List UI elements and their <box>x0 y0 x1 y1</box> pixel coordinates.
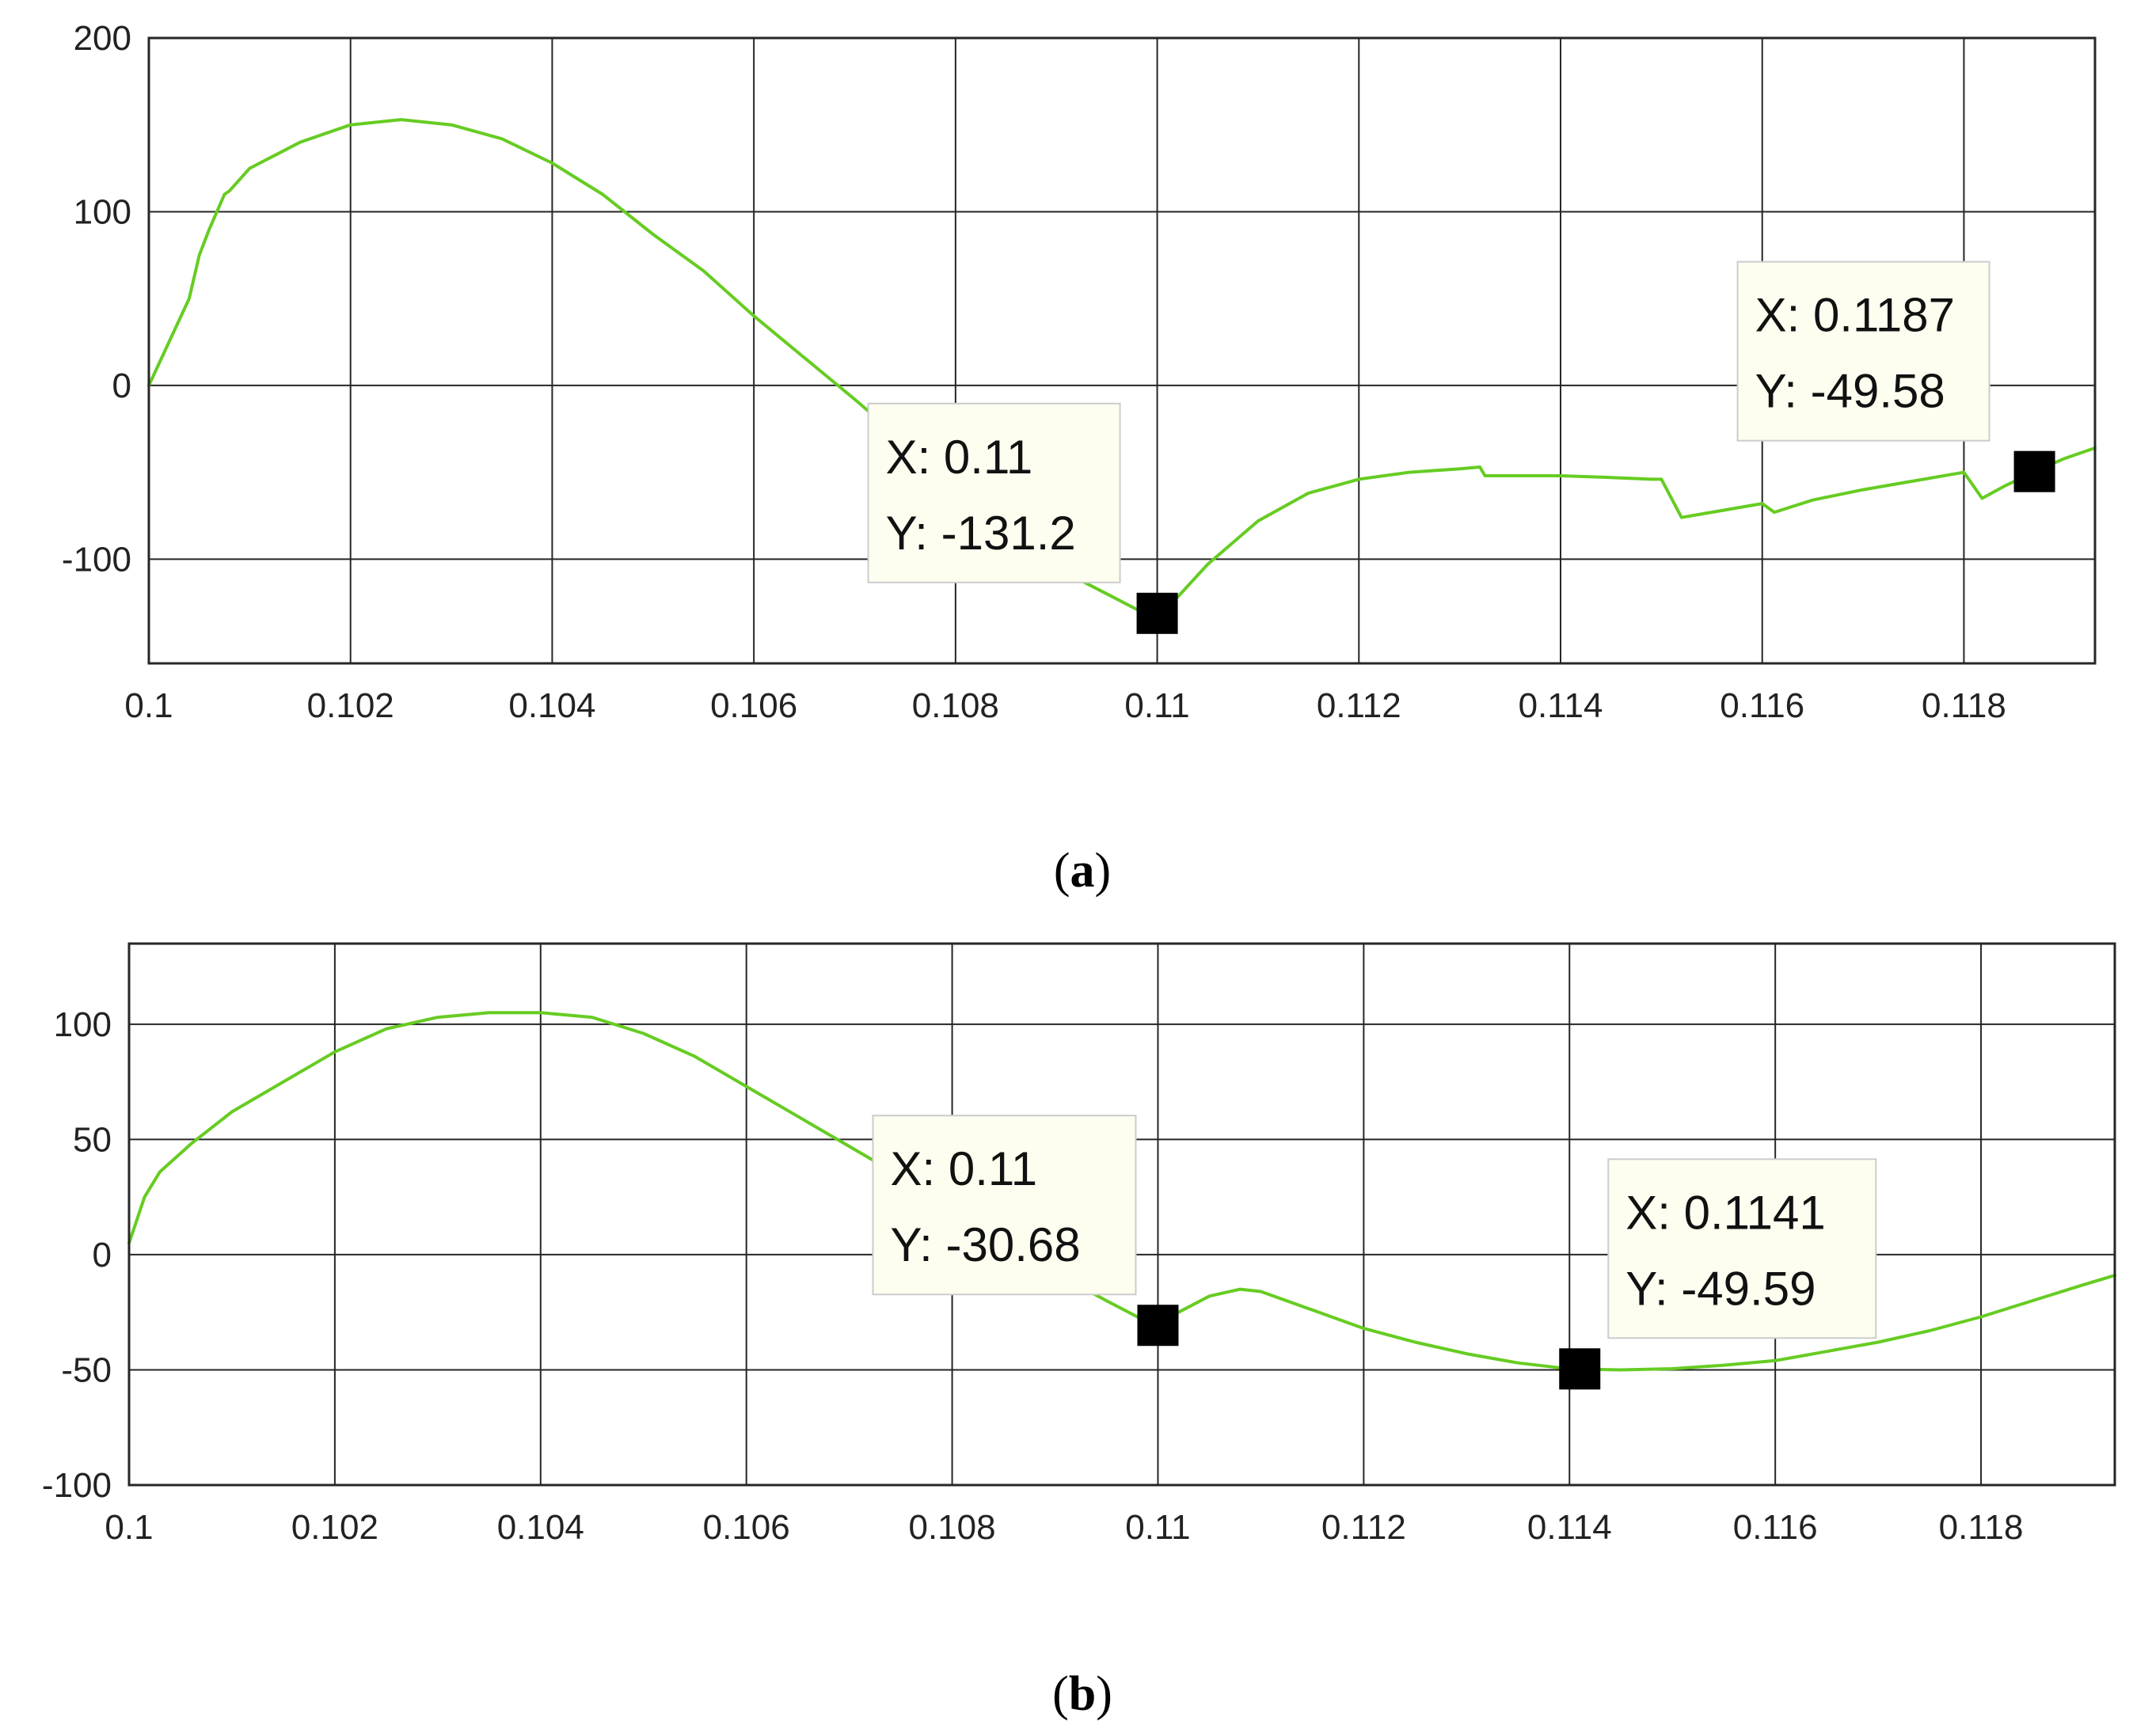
x-tick-label: 0.106 <box>710 686 797 725</box>
datatip-box: X: 0.11 Y: -30.68 <box>872 1115 1137 1296</box>
x-tick-label: 0.1 <box>105 1508 153 1547</box>
y-tick-label: 100 <box>54 1005 112 1044</box>
datatip-marker[interactable] <box>1136 592 1178 634</box>
y-tick-label: -100 <box>42 1466 112 1505</box>
y-tick-label: 200 <box>74 19 131 58</box>
datatip-x-label: X: 0.11 <box>890 1142 1037 1195</box>
x-tick-label: 0.102 <box>307 686 394 725</box>
x-tick-label: 0.114 <box>1527 1508 1612 1547</box>
y-tick-label: 0 <box>112 367 131 405</box>
datatips-b: X: 0.11 Y: -30.68 X: 0.1141 Y: -49.59 <box>872 1115 1877 1339</box>
datatip-box: X: 0.11 Y: -131.2 <box>867 402 1121 583</box>
x-tick-label: 0.11 <box>1125 1508 1190 1547</box>
datatip-y-label: Y: -131.2 <box>886 507 1076 560</box>
datatip-box: X: 0.1187 Y: -49.58 <box>1736 260 1990 442</box>
y-tick-label: -100 <box>62 540 131 579</box>
x-tick-label: 0.106 <box>703 1508 790 1547</box>
datatip-x-label: X: 0.11 <box>886 431 1033 484</box>
x-tick-label: 0.108 <box>912 686 999 725</box>
markers-a <box>1136 450 2055 634</box>
datatip-y-label: Y: -49.58 <box>1755 365 1945 418</box>
datatip-background <box>1607 1158 1877 1339</box>
x-tick-label: 0.1 <box>124 686 173 725</box>
x-tick-label: 0.112 <box>1317 686 1401 725</box>
x-tick-label: 0.116 <box>1720 686 1804 725</box>
markers-b <box>1137 1305 1601 1390</box>
x-ticks-b: 0.1 0.102 0.104 0.106 0.108 0.11 0.112 0.114 0.1… <box>105 1508 2023 1547</box>
datatips-a: X: 0.11 Y: -131.2 X: 0.1187 Y: -49.58 <box>867 260 1990 583</box>
datatip-background <box>1736 260 1990 442</box>
plot-frame-a <box>147 36 2097 665</box>
datatip-x-label: X: 0.1141 <box>1625 1186 1825 1239</box>
x-tick-label: 0.104 <box>508 686 595 725</box>
y-ticks-b: 100 50 0 -50 -100 <box>42 1005 112 1505</box>
x-tick-label: 0.11 <box>1124 686 1189 725</box>
datatip-marker[interactable] <box>2013 450 2055 492</box>
x-tick-label: 0.104 <box>497 1508 584 1547</box>
datatip-y-label: Y: -49.59 <box>1625 1262 1816 1315</box>
x-tick-label: 0.112 <box>1321 1508 1406 1547</box>
datatip-background <box>872 1115 1137 1296</box>
y-tick-label: 100 <box>74 192 131 231</box>
datatip-x-label: X: 0.1187 <box>1755 289 1955 342</box>
x-tick-label: 0.118 <box>1922 686 2006 725</box>
datatip-background <box>867 402 1121 583</box>
datatip-box: X: 0.1141 Y: -49.59 <box>1607 1158 1877 1339</box>
datatip-y-label: Y: -30.68 <box>890 1218 1080 1271</box>
x-tick-label: 0.118 <box>1939 1508 2024 1547</box>
datatip-marker[interactable] <box>1559 1348 1601 1390</box>
x-tick-label: 0.114 <box>1519 686 1603 725</box>
y-tick-label: 0 <box>93 1236 112 1274</box>
x-tick-label: 0.108 <box>909 1508 996 1547</box>
plot-frame-b <box>127 942 2116 1487</box>
x-tick-label: 0.102 <box>291 1508 378 1547</box>
x-ticks-a: 0.1 0.102 0.104 0.106 0.108 0.11 0.112 0.114 0.1… <box>124 686 2006 725</box>
panel-caption-b: (b) <box>1052 1667 1112 1721</box>
y-ticks-a: 200 100 0 -100 <box>62 19 131 579</box>
x-tick-label: 0.116 <box>1733 1508 1818 1547</box>
panel-caption-a: (a) <box>1054 844 1111 898</box>
y-tick-label: 50 <box>73 1120 112 1159</box>
y-tick-label: -50 <box>61 1350 112 1389</box>
datatip-marker[interactable] <box>1137 1305 1179 1347</box>
